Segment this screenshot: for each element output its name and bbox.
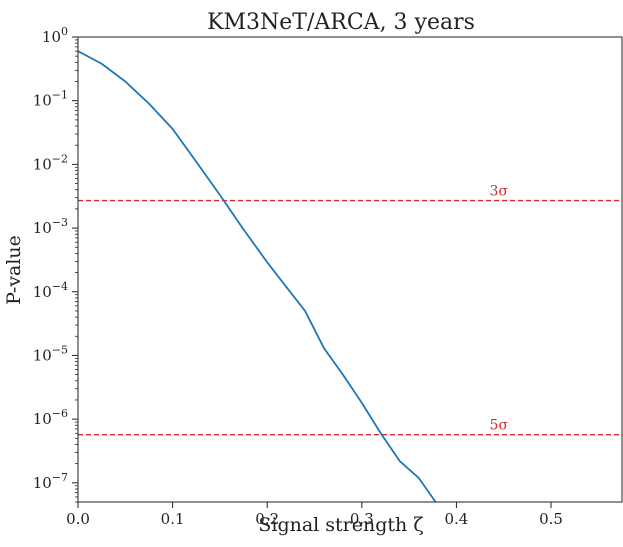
x-tick-label-0: 0.0	[66, 510, 90, 528]
x-tick-label-2: 0.2	[255, 510, 279, 528]
y-tick-label-0: 100	[42, 25, 68, 46]
x-tick-label-4: 0.4	[445, 510, 469, 528]
chart-title: KM3NeT/ARCA, 3 years	[207, 10, 475, 35]
reference-line-label-2: 5σ	[490, 418, 509, 434]
x-axis-label: Signal strength ζ	[258, 514, 423, 536]
y-tick-label-3: 10−3	[33, 216, 68, 237]
x-tick-label-1: 0.1	[161, 510, 185, 528]
plot-area: 3σ 5σ 100 10−1 10−2 10−3 10−4 10−5 10−6 10−7 0.0 0.…	[33, 25, 623, 528]
y-tick-label-7: 10−7	[33, 471, 68, 492]
y-tick-label-1: 10−1	[33, 89, 68, 110]
y-tick-label-6: 10−6	[33, 407, 68, 428]
reference-line-label-1: 3σ	[490, 184, 509, 200]
series-line-1	[78, 50, 437, 502]
y-tick-label-4: 10−4	[33, 280, 68, 301]
y-tick-label-2: 10−2	[33, 152, 68, 173]
x-tick-label-5: 0.5	[539, 510, 563, 528]
y-axis-label: P-value	[3, 235, 25, 305]
y-tick-label-5: 10−5	[33, 343, 68, 364]
x-tick-label-3: 0.3	[350, 510, 374, 528]
plot-frame	[77, 36, 623, 503]
